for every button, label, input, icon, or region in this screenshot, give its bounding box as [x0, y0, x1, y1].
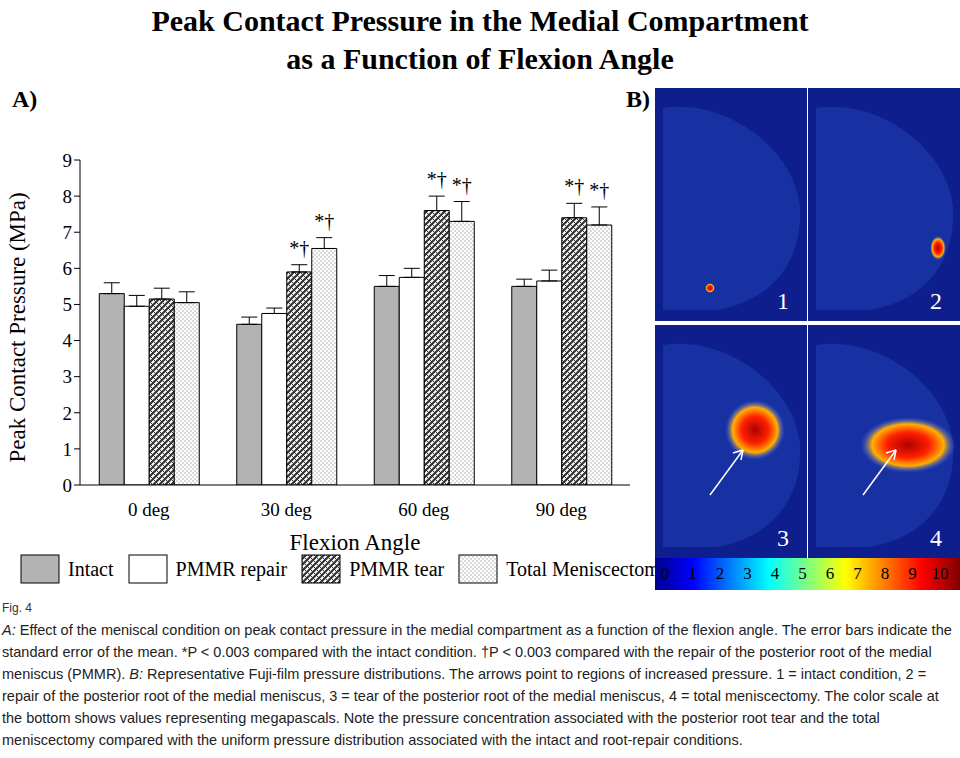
- html-text:PMMR repair: PMMR repair: [175, 557, 288, 580]
- svg-text:*†: *†: [589, 179, 609, 201]
- html-text:2: 2: [715, 564, 725, 583]
- svg-text:7: 7: [63, 222, 73, 243]
- html-text:A: Effect of the meniscal cond: A: Effect of the meniscal condition on p…: [2, 622, 952, 748]
- svg-text:1: 1: [63, 439, 73, 460]
- svg-text:*†: *†: [427, 168, 447, 190]
- svg-text:9: 9: [63, 150, 73, 171]
- svg-text:5: 5: [63, 294, 73, 315]
- svg-text:30 deg: 30 deg: [261, 499, 313, 520]
- html-text:as a Function of Flexion Angle: as a Function of Flexion Angle: [286, 42, 674, 75]
- svg-text:2: 2: [63, 403, 73, 424]
- html-text:PMMR tear: PMMR tear: [349, 557, 445, 580]
- svg-text:4: 4: [930, 525, 942, 551]
- svg-text:0: 0: [63, 475, 73, 496]
- svg-text:3: 3: [63, 366, 73, 387]
- html-text:Intact: Intact: [68, 557, 114, 580]
- svg-text:*†: *†: [564, 175, 584, 197]
- html-text:A): A): [12, 86, 38, 112]
- svg-text:*†: *†: [314, 210, 334, 232]
- svg-text:6: 6: [63, 258, 73, 279]
- svg-text:90 deg: 90 deg: [536, 499, 588, 520]
- html-text:6: 6: [825, 564, 835, 583]
- html-text:Fig. 4: Fig. 4: [2, 601, 32, 615]
- html-text:5: 5: [798, 564, 807, 583]
- html-text:Peak Contact Pressure in the M: Peak Contact Pressure in the Medial Comp…: [151, 4, 809, 37]
- svg-text:*†: *†: [289, 237, 309, 259]
- svg-text:2: 2: [930, 288, 942, 314]
- svg-text:4: 4: [63, 330, 73, 351]
- svg-text:0 deg: 0 deg: [128, 499, 170, 520]
- svg-text:1: 1: [777, 288, 789, 314]
- svg-text:*†: *†: [452, 174, 472, 196]
- html-text:10: 10: [931, 564, 949, 583]
- html-text:Total Meniscectomy: Total Meniscectomy: [506, 557, 670, 580]
- html-text:0: 0: [660, 564, 670, 583]
- svg-text:Flexion Angle: Flexion Angle: [290, 530, 421, 555]
- svg-text:60 deg: 60 deg: [398, 499, 450, 520]
- html-text:9: 9: [908, 564, 917, 583]
- html-text:8: 8: [880, 564, 890, 583]
- html-text:4: 4: [770, 564, 780, 583]
- html-text:B): B): [626, 86, 650, 112]
- svg-text:3: 3: [777, 525, 789, 551]
- html-text:3: 3: [743, 564, 752, 583]
- html-text:7: 7: [853, 564, 862, 583]
- svg-text:Peak Contact Pressure (MPa): Peak Contact Pressure (MPa): [8, 192, 30, 462]
- html-text:1: 1: [688, 564, 697, 583]
- svg-text:8: 8: [63, 186, 73, 207]
